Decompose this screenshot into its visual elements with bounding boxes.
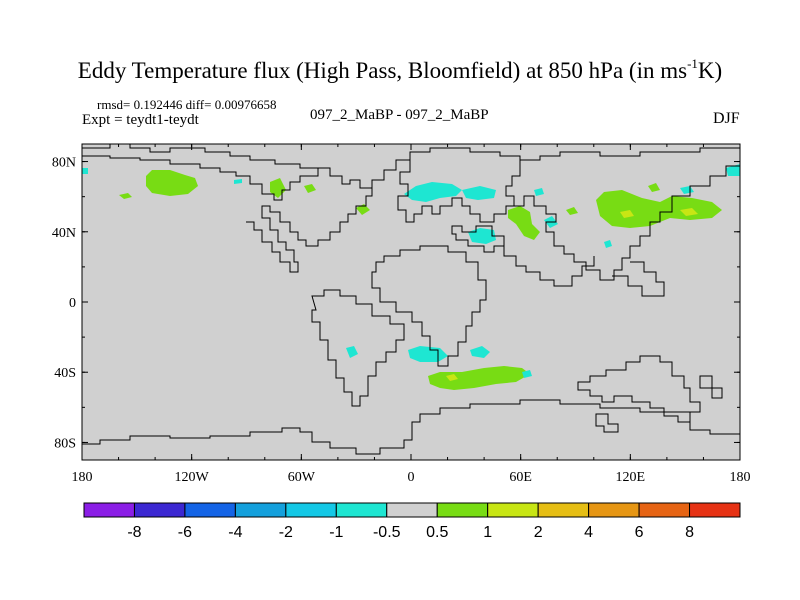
coastline-new-zealand [699,375,723,399]
negative-region-southern-ocean-east [522,370,532,378]
y-tick-label: 40N [52,226,76,241]
x-axis: 180 120W 60W 0 60E 120E 180 [72,144,751,485]
coastline-tasman-island [595,413,619,433]
colorbar-box [386,502,438,518]
figure-title: Eddy Temperature flux (High Pass, Bloomf… [77,56,723,83]
positive-region-siberia [648,183,660,192]
coastline-southeast-asia [612,261,665,297]
coastline-antarctic-east [689,422,740,435]
colorbar-label: 1 [483,524,492,541]
positive-region-caspian [508,206,540,240]
y-tick-label: 40S [54,366,76,381]
positive-region-canada [304,184,316,193]
colorbar-box [689,502,741,518]
positive-region-southern-ocean [428,366,530,390]
x-tick-label: 180 [730,470,751,485]
colorbar-box [588,502,640,518]
colorbar-box [234,502,287,518]
positive-region-central-asia [566,207,578,215]
colorbar: -8 -6 -4 -2 -1 -0.5 0.5 1 2 4 6 8 [83,502,741,541]
coastline-greenland [371,147,740,188]
x-tick-label: 120W [175,470,210,485]
positive-region-southern-ocean-peak [446,374,458,381]
colorbar-box [83,502,135,518]
colorbar-label: -2 [279,524,293,541]
coastline-middle-east [503,246,595,287]
positive-region-north-pacific [146,170,198,196]
colorbar-label: 4 [584,524,593,541]
experiment-label: Expt = teydt1-teydt [82,112,199,128]
negative-region-far-west [82,168,88,174]
case-label: 097_2_MaBP - 097_2_MaBP [310,107,489,123]
coastline-antarctica [82,399,690,455]
x-tick-label: 120E [616,470,646,485]
colorbar-box [537,502,590,518]
colorbar-box [487,502,539,518]
colorbar-label: -8 [127,524,141,541]
x-tick-label: 60W [288,470,316,485]
negative-region-south-africa-west [470,346,490,358]
negative-region-india [604,240,612,248]
colorbar-box [335,502,388,518]
coastline-australia [577,355,701,423]
colorbar-label: -4 [228,524,242,541]
colorbar-label: -0.5 [373,524,401,541]
coastline-north-america [246,167,373,273]
colorbar-box [285,502,337,518]
negative-region-europe [462,186,496,200]
positive-region-pacific-peak [680,208,698,216]
coastline-mediterranean [451,225,505,253]
x-tick-label: 60E [509,470,532,485]
coastline-africa [371,245,487,367]
coastline-asia [505,160,740,281]
negative-region-middle-east-small [534,188,544,196]
colorbar-box [133,502,186,518]
positive-region-atlantic [356,204,370,215]
positive-anomalies [119,170,722,390]
positive-region-east-asia-peak [620,210,634,218]
negative-region-north-sea [404,182,462,202]
colorbar-box [638,502,691,518]
positive-region-north-pacific-small [119,193,132,199]
season-label: DJF [713,110,740,127]
colorbar-label: 8 [685,524,694,541]
coastline-south-america [311,289,405,407]
colorbar-box [184,502,236,518]
x-tick-label: 0 [408,470,415,485]
x-tick-label: 180 [72,470,93,485]
negative-region-siberia-small [234,179,242,184]
negative-region-pacific-east [726,164,740,176]
negative-region-south-america [346,346,358,358]
colorbar-label: 2 [534,524,543,541]
positive-region-east-asia [596,190,722,228]
colorbar-label: 0.5 [426,524,448,541]
y-tick-label: 80N [52,156,76,171]
colorbar-label: -1 [329,524,343,541]
coastline-europe [397,160,520,223]
stats-line: rmsd= 0.192446 diff= 0.00976658 [97,97,277,112]
colorbar-box [436,502,489,518]
y-tick-label: 0 [69,296,76,311]
colorbar-label: 6 [635,524,644,541]
colorbar-label: -6 [178,524,192,541]
y-axis: 80N 40N 0 40S 80S [52,156,740,451]
coastline-arctic [82,144,319,201]
coastlines [82,144,740,455]
map-content [82,144,740,455]
y-tick-label: 80S [54,436,76,451]
